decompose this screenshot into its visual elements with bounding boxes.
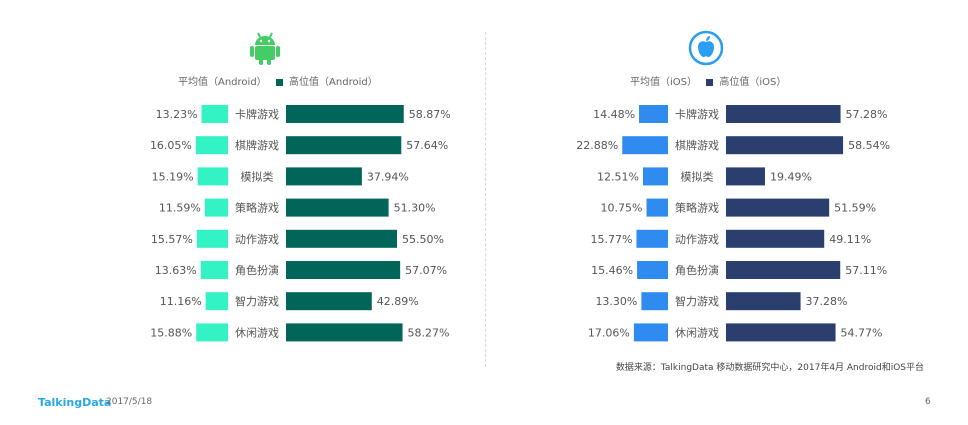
android-avg-label: 13.63% (155, 264, 197, 277)
ios-avg-label: 12.51% (597, 170, 639, 183)
ios-category-label: 动作游戏 (675, 233, 719, 246)
ios-avg-label: 15.77% (591, 233, 633, 246)
ios-high-bar (726, 323, 836, 342)
android-category-label: 智力游戏 (235, 294, 279, 308)
ios-legend: 平均值（iOS） 高位值（iOS） (630, 73, 786, 88)
legend-high-ios: 高位值（iOS） (719, 77, 787, 88)
android-avg-bar (205, 292, 228, 311)
android-category-label: 动作游戏 (235, 233, 279, 246)
android-high-bar (286, 292, 372, 311)
ios-high-bar (726, 229, 825, 248)
android-high-label: 57.64% (406, 139, 448, 152)
panel-divider (485, 32, 486, 367)
android-high-bar (286, 105, 404, 123)
ios-avg-label: 10.75% (601, 202, 643, 215)
android-category-label: 角色扮演 (235, 263, 279, 277)
android-avg-bar (195, 136, 228, 155)
android-avg-label: 11.59% (159, 202, 201, 215)
android-avg-bar (196, 323, 228, 342)
android-high-bar (286, 167, 362, 186)
ios-high-label: 54.77% (841, 326, 883, 339)
ios-category-label: 策略游戏 (675, 201, 719, 215)
ios-high-label: 58.54% (848, 139, 890, 152)
android-avg-label: 11.16% (160, 295, 202, 308)
ios-avg-label: 22.88% (576, 139, 618, 152)
page-number: 6 (925, 397, 931, 407)
ios-avg-bar (637, 261, 668, 279)
ios-high-bar (726, 105, 841, 123)
android-high-label: 55.50% (402, 233, 444, 246)
apple-logo-icon (688, 30, 724, 66)
ios-avg-label: 14.48% (593, 108, 635, 121)
ios-high-bar (726, 167, 765, 186)
legend-swatch-high-android (275, 78, 283, 86)
android-category-label: 模拟类 (241, 169, 274, 183)
footer-logo: TalkingData (38, 396, 112, 409)
android-category-label: 休闲游戏 (235, 325, 279, 339)
ios-high-bar (726, 136, 844, 155)
ios-high-label: 51.59% (834, 202, 876, 215)
ios-avg-label: 15.46% (591, 264, 633, 277)
android-high-bar (286, 261, 401, 279)
android-high-label: 58.87% (409, 108, 451, 121)
android-chart: 13.23% 卡牌游戏 58.87% 16.05% 棋牌游戏 57.64% 15.19% 模拟… (150, 105, 451, 342)
ios-avg-bar (636, 229, 668, 248)
android-avg-label: 16.05% (150, 139, 192, 152)
ios-avg-bar (633, 323, 668, 342)
ios-category-label: 模拟类 (681, 169, 714, 183)
android-category-label: 策略游戏 (235, 201, 279, 215)
ios-category-label: 卡牌游戏 (675, 107, 719, 121)
android-high-label: 37.94% (367, 170, 409, 183)
android-avg-label: 15.57% (151, 233, 193, 246)
android-high-bar (286, 323, 403, 342)
android-avg-bar (197, 167, 228, 186)
data-source-note: 数据来源：TalkingData 移动数据研究中心，2017年4月 Androi… (615, 363, 924, 373)
android-legend: 平均值（Android） 高位值（Android） (178, 73, 378, 88)
ios-avg-bar (622, 136, 668, 155)
android-category-label: 卡牌游戏 (235, 107, 279, 121)
ios-high-label: 37.28% (806, 295, 848, 308)
ios-avg-label: 17.06% (588, 326, 630, 339)
ios-chart: 14.48% 卡牌游戏 57.28% 22.88% 棋牌游戏 58.54% 12.51% 模拟… (576, 105, 890, 342)
ios-category-label: 智力游戏 (675, 294, 719, 308)
ios-avg-bar (639, 105, 668, 123)
android-avg-label: 15.19% (152, 170, 194, 183)
ios-high-label: 57.11% (845, 264, 887, 277)
ios-high-bar (726, 198, 830, 217)
android-high-label: 58.27% (408, 326, 450, 339)
android-avg-bar (201, 105, 228, 123)
android-avg-bar (200, 261, 228, 279)
legend-swatch-high-ios (706, 78, 714, 86)
android-avg-label: 13.23% (156, 108, 198, 121)
ios-high-bar (726, 261, 841, 279)
legend-avg-android: 平均值（Android） (178, 77, 267, 88)
android-avg-label: 15.88% (150, 326, 192, 339)
android-category-label: 棋牌游戏 (235, 138, 279, 152)
android-high-bar (286, 136, 402, 155)
ios-high-label: 49.11% (829, 233, 871, 246)
ios-avg-bar (642, 167, 668, 186)
ios-high-label: 19.49% (770, 170, 812, 183)
legend-avg-ios: 平均值（iOS） (630, 77, 697, 88)
android-high-bar (286, 229, 397, 248)
android-logo-icon (250, 32, 280, 65)
ios-category-label: 棋牌游戏 (675, 138, 719, 152)
android-high-bar (286, 198, 389, 217)
footer-date: 2017/5/18 (106, 397, 153, 407)
ios-high-bar (726, 292, 801, 311)
android-avg-bar (204, 198, 228, 217)
ios-avg-bar (646, 198, 668, 217)
ios-avg-bar (641, 292, 668, 311)
ios-category-label: 休闲游戏 (675, 325, 719, 339)
android-high-label: 42.89% (377, 295, 419, 308)
android-avg-bar (196, 229, 228, 248)
android-high-label: 57.07% (405, 264, 447, 277)
android-high-label: 51.30% (394, 202, 436, 215)
ios-category-label: 角色扮演 (675, 263, 719, 277)
ios-avg-label: 13.30% (595, 295, 637, 308)
legend-high-android: 高位值（Android） (289, 77, 378, 88)
ios-high-label: 57.28% (846, 108, 888, 121)
